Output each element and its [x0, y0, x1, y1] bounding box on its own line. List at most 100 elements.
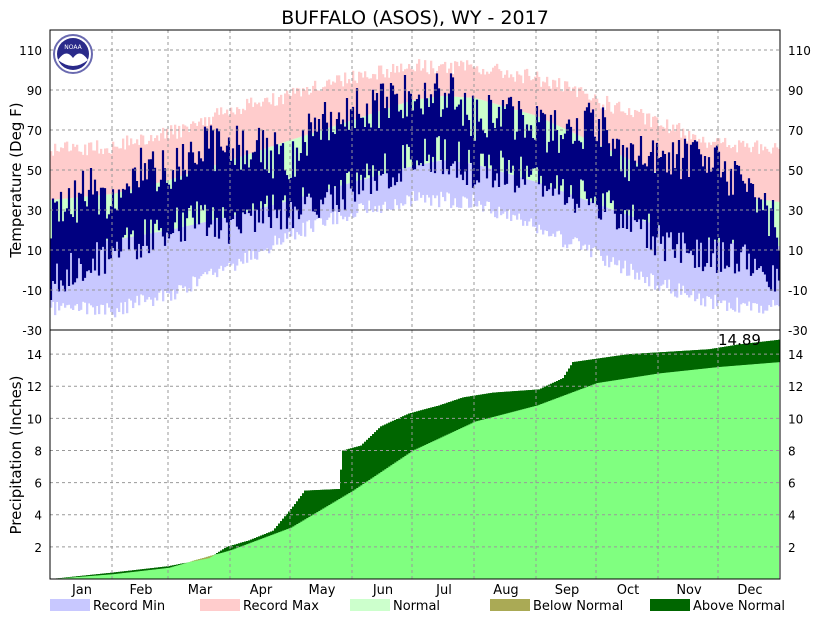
above-normal-bar	[544, 387, 546, 403]
above-normal-bar	[632, 354, 634, 378]
above-normal-bar	[558, 380, 560, 397]
record-max-bar	[60, 147, 62, 199]
above-normal-bar	[396, 419, 398, 461]
above-normal-bar	[286, 514, 288, 529]
above-normal-bar	[120, 572, 122, 574]
above-normal-bar	[288, 512, 290, 529]
above-normal-bar	[88, 575, 90, 576]
above-normal-bar	[462, 397, 464, 427]
record-max-bar	[546, 77, 548, 121]
month-label: Dec	[737, 583, 762, 598]
above-normal-bar	[640, 353, 642, 376]
above-normal-bar	[224, 548, 226, 552]
record-min-bar	[536, 182, 538, 233]
record-min-bar	[580, 198, 582, 250]
precip-tick-right: 10	[788, 412, 803, 426]
above-normal-bar	[712, 349, 714, 368]
above-normal-bar	[560, 379, 562, 396]
above-normal-bar	[700, 350, 702, 369]
record-max-bar	[498, 69, 500, 105]
above-normal-bar	[616, 356, 618, 380]
record-min-bar	[272, 205, 274, 246]
record-min-bar	[232, 215, 234, 263]
record-min-bar	[308, 195, 310, 220]
record-min-bar	[222, 218, 224, 271]
above-normal-bar	[122, 571, 124, 573]
above-normal-bar	[652, 353, 654, 375]
above-normal-bar	[622, 355, 624, 379]
temp-tick-right: -30	[788, 324, 808, 338]
precip-tick-left: 8	[34, 444, 42, 458]
above-normal-bar	[770, 341, 772, 363]
record-max-bar	[768, 152, 770, 201]
temp-tick-right: 110	[788, 44, 811, 58]
record-max-bar	[270, 104, 272, 146]
above-normal-bar	[772, 340, 774, 362]
above-normal-bar	[522, 391, 524, 410]
above-normal-bar	[456, 399, 458, 429]
above-normal-bar	[298, 499, 300, 523]
record-max-bar	[70, 151, 72, 199]
above-normal-bar	[308, 490, 310, 516]
above-normal-bar	[608, 357, 610, 381]
record-min-bar	[586, 200, 588, 250]
record-max-bar	[764, 147, 766, 200]
record-max-bar	[556, 87, 558, 125]
precip-tick-right: 6	[788, 477, 796, 491]
record-max-bar	[460, 61, 462, 97]
above-normal-bar	[614, 356, 616, 380]
above-normal-bar	[126, 571, 128, 573]
record-min-bar	[510, 174, 512, 221]
record-max-bar	[642, 113, 644, 166]
record-min-bar	[282, 202, 284, 242]
above-normal-bar	[766, 341, 768, 363]
legend-swatch-normal	[350, 599, 390, 611]
above-normal-bar	[316, 490, 318, 512]
record-min-bar	[632, 217, 634, 270]
above-normal-bar	[610, 357, 612, 381]
record-min-bar	[130, 237, 132, 301]
record-max-bar	[250, 98, 252, 154]
record-max-bar	[340, 81, 342, 124]
record-min-bar	[500, 172, 502, 216]
record-min-bar	[584, 200, 586, 245]
above-normal-bar	[328, 490, 330, 505]
above-normal-bar	[572, 362, 574, 392]
above-normal-bar	[566, 372, 568, 394]
record-max-bar	[558, 78, 560, 126]
above-normal-bar	[408, 414, 410, 454]
above-normal-bar	[480, 395, 482, 420]
legend-label-normal: Normal	[393, 599, 440, 614]
record-max-bar	[64, 142, 66, 198]
above-normal-bar	[146, 569, 148, 571]
record-max-bar	[54, 144, 56, 200]
record-max-bar	[766, 149, 768, 200]
record-min-bar	[380, 175, 382, 213]
above-normal-bar	[600, 358, 602, 382]
above-normal-bar	[148, 568, 150, 570]
record-min-bar	[436, 161, 438, 195]
above-normal-bar	[484, 394, 486, 419]
record-min-bar	[192, 225, 194, 277]
record-min-bar	[158, 232, 160, 293]
month-label: Oct	[617, 583, 639, 598]
above-normal-bar	[296, 501, 298, 524]
above-normal-bar	[74, 577, 76, 578]
below-normal-bar	[196, 560, 198, 561]
record-max-bar	[772, 148, 774, 202]
record-max-bar	[400, 64, 402, 104]
above-normal-bar	[362, 444, 364, 484]
above-normal-bar	[244, 542, 246, 545]
above-normal-bar	[436, 406, 438, 439]
above-normal-bar	[140, 569, 142, 571]
record-min-bar	[248, 211, 250, 250]
above-normal-bar	[708, 349, 710, 368]
above-normal-bar	[514, 391, 516, 411]
record-min-bar	[548, 186, 550, 236]
above-normal-bar	[438, 406, 440, 439]
month-label: Feb	[129, 583, 152, 598]
record-max-bar	[762, 150, 764, 200]
record-max-bar	[296, 88, 298, 138]
record-max-bar	[184, 125, 186, 174]
